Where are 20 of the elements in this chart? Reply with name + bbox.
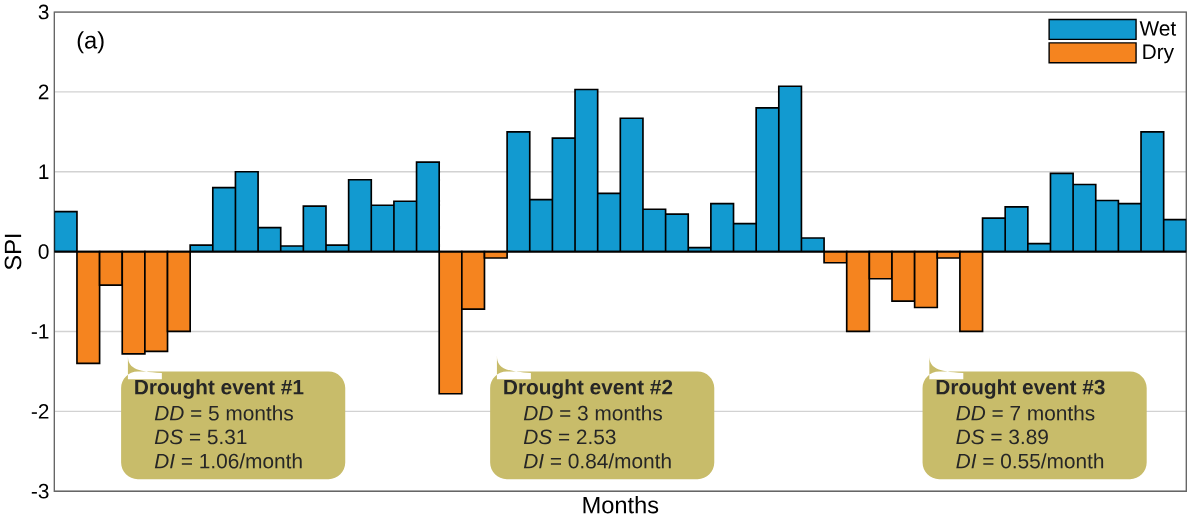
bar [619, 117, 644, 253]
y-tick-label: 2 [38, 84, 49, 100]
y-tick-label: 1 [39, 164, 49, 179]
bar [370, 204, 395, 253]
y-tick-label: -1 [31, 324, 49, 339]
y-tick-label: 3 [38, 4, 49, 20]
y-axis-title: SPI [4, 234, 22, 270]
x-axis-title: Months [583, 496, 659, 514]
y-tick-label: 0 [38, 244, 49, 259]
bar [1072, 183, 1097, 253]
annotation: (a) [77, 31, 104, 54]
bar [506, 130, 531, 253]
y-tick-label: -2 [31, 404, 49, 419]
bar [54, 210, 78, 253]
y-tick-label: -3 [31, 483, 49, 499]
legend-label: Dry [1143, 44, 1175, 64]
bar [574, 88, 599, 253]
legend-label: Wet [1139, 21, 1177, 36]
bar [1140, 130, 1165, 253]
bar [755, 106, 780, 253]
